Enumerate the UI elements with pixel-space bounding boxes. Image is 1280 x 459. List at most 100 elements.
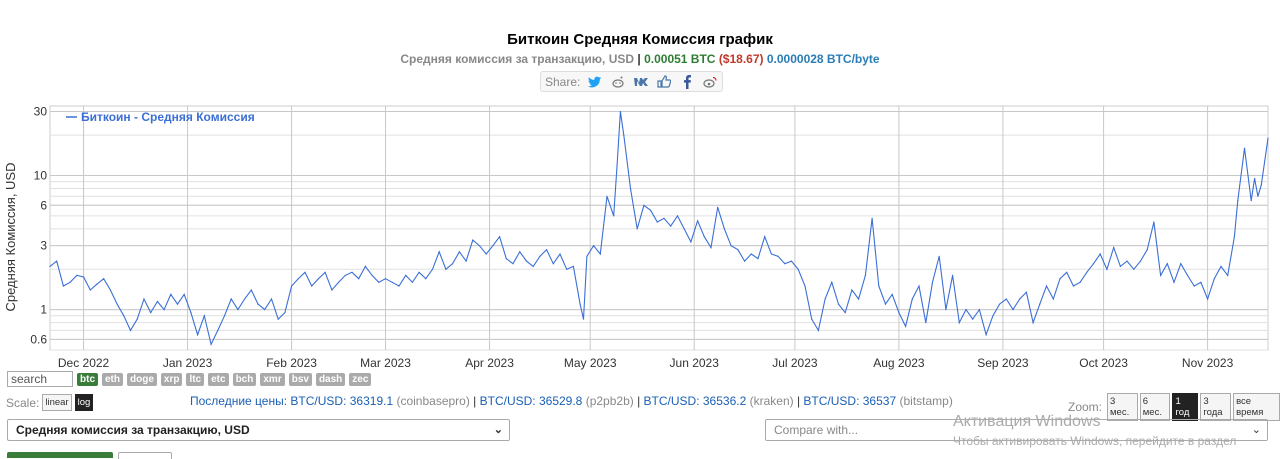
coin-etc[interactable]: etc: [208, 372, 229, 386]
data-point: [992, 315, 994, 317]
data-point: [750, 253, 752, 255]
data-point: [999, 303, 1001, 305]
data-point: [546, 249, 548, 251]
data-point: [458, 251, 460, 253]
price-coinbasepro[interactable]: BTC/USD: 36319.1: [290, 394, 394, 408]
zoom-3m-button[interactable]: 3 мес.: [1107, 393, 1138, 421]
exchange-bitstamp: (bitstamp): [899, 394, 953, 408]
coin-doge[interactable]: doge: [127, 372, 157, 386]
data-point: [170, 293, 172, 295]
coin-xrp[interactable]: xrp: [160, 372, 183, 386]
coin-bch[interactable]: bch: [232, 372, 257, 386]
data-point: [844, 312, 846, 314]
x-tick-label: Jul 2023: [772, 356, 818, 370]
data-point: [670, 225, 672, 227]
data-point: [378, 281, 380, 283]
data-point: [663, 217, 665, 219]
data-point: [1032, 322, 1034, 324]
zoom-6m-button[interactable]: 6 мес.: [1139, 393, 1171, 421]
subtitle-separator: |: [637, 52, 641, 66]
data-point: [371, 274, 373, 276]
data-point: [656, 221, 658, 223]
coin-dash[interactable]: dash: [315, 372, 346, 386]
scale-label: Scale:: [6, 395, 40, 410]
data-point: [109, 289, 111, 291]
search-input[interactable]: search: [7, 371, 73, 387]
data-point: [103, 278, 105, 280]
reddit-icon[interactable]: [610, 75, 626, 89]
y-tick-label: 0.6: [30, 332, 47, 346]
data-point: [519, 251, 521, 253]
data-point: [1052, 298, 1054, 300]
x-tick-label: Dec 2022: [58, 356, 110, 370]
coin-row: search btc eth doge xrp ltc etc bch xmr …: [7, 371, 372, 387]
coin-bsv[interactable]: bsv: [288, 372, 312, 386]
data-point: [744, 260, 746, 262]
scale-log-button[interactable]: log: [74, 394, 94, 411]
data-point: [331, 289, 333, 291]
data-point: [304, 271, 306, 273]
data-point: [465, 260, 467, 262]
scale-linear-button[interactable]: linear: [42, 394, 72, 411]
data-point: [616, 164, 618, 166]
primary-button-partial[interactable]: [7, 452, 113, 458]
series-points: [49, 111, 1269, 345]
data-point: [770, 253, 773, 255]
data-point: [431, 268, 434, 270]
data-point: [223, 315, 226, 317]
data-point: [730, 245, 732, 247]
vk-icon[interactable]: [633, 75, 649, 89]
data-point: [978, 309, 981, 311]
data-point: [582, 318, 585, 320]
windows-activation-text: Чтобы активировать Windows, перейдите в …: [953, 434, 1237, 448]
coin-eth[interactable]: eth: [102, 372, 123, 386]
data-point: [364, 265, 366, 267]
data-point: [764, 236, 766, 238]
data-point: [918, 285, 920, 287]
x-tick-label: Apr 2023: [465, 356, 514, 370]
data-point: [629, 187, 632, 190]
data-point: [817, 329, 820, 331]
data-point: [1119, 265, 1121, 267]
data-point: [757, 258, 759, 260]
x-tick-label: Jan 2023: [163, 356, 213, 370]
zoom-1y-button[interactable]: 1 год: [1172, 393, 1199, 421]
data-point: [297, 278, 299, 280]
scale-row: Scale: linear log: [6, 394, 94, 411]
data-point: [284, 312, 286, 314]
price-kraken[interactable]: BTC/USD: 36536.2: [643, 394, 747, 408]
data-point: [1220, 265, 1222, 267]
metric-select[interactable]: Средняя комиссия за транзакцию, USD ⌄: [7, 419, 510, 441]
coin-btc[interactable]: btc: [77, 372, 98, 386]
data-point: [1039, 303, 1041, 305]
weibo-icon[interactable]: [702, 75, 718, 89]
y-tick-label: 1: [40, 303, 47, 317]
twitter-icon[interactable]: [587, 75, 603, 89]
data-point: [1250, 200, 1252, 202]
data-point: [905, 325, 907, 327]
data-point: [619, 111, 622, 113]
chart-title: Биткоин Средняя Комиссия график: [507, 31, 773, 48]
zoom-3y-button[interactable]: 3 года: [1200, 393, 1232, 421]
price-bitstamp[interactable]: BTC/USD: 36537: [803, 394, 897, 408]
data-point: [425, 278, 427, 280]
coin-xmr[interactable]: xmr: [260, 372, 285, 386]
like-icon[interactable]: [656, 75, 672, 89]
data-point: [391, 281, 393, 283]
facebook-icon[interactable]: [679, 74, 695, 89]
data-point: [129, 329, 132, 331]
price-p2pb2b[interactable]: BTC/USD: 36529.8: [479, 394, 583, 408]
data-point: [1099, 253, 1101, 255]
coin-zec[interactable]: zec: [349, 372, 372, 386]
data-point: [512, 263, 514, 265]
data-point: [264, 309, 266, 311]
data-point: [1092, 263, 1095, 265]
x-tick-label: Oct 2023: [1079, 356, 1128, 370]
data-point: [643, 204, 645, 206]
prices-label[interactable]: Последние цены:: [190, 394, 288, 408]
compare-select[interactable]: Compare with... ⌄: [765, 419, 1268, 441]
zoom-all-button[interactable]: все время: [1233, 393, 1280, 421]
coin-ltc[interactable]: ltc: [186, 372, 205, 386]
data-point: [176, 303, 179, 305]
data-point: [150, 312, 152, 314]
